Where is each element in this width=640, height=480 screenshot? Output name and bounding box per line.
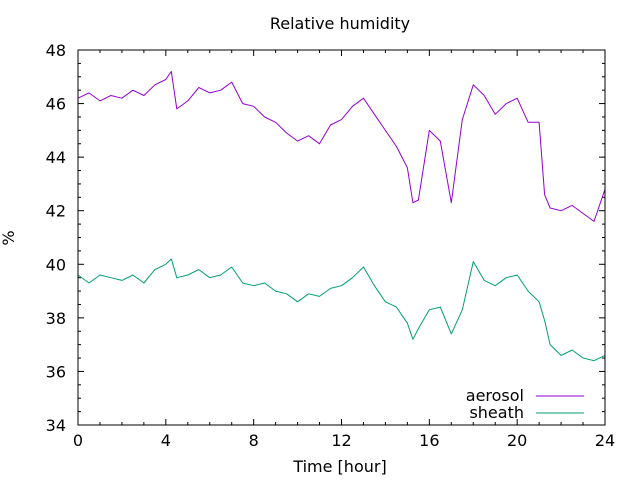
x-axis-label: Time [hour] bbox=[292, 457, 386, 476]
y-tick-label: 40 bbox=[46, 255, 66, 274]
x-tick-label: 16 bbox=[419, 431, 439, 450]
y-tick-label: 44 bbox=[46, 148, 66, 167]
y-tick-label: 38 bbox=[46, 309, 66, 328]
plot-frame bbox=[77, 49, 606, 426]
legend-label-aerosol: aerosol bbox=[466, 386, 524, 405]
y-axis-label: % bbox=[0, 230, 18, 245]
series-line-sheath bbox=[77, 258, 606, 362]
y-tick-label: 46 bbox=[46, 95, 66, 114]
y-tick-label: 42 bbox=[46, 202, 66, 221]
series-line-aerosol bbox=[77, 70, 606, 222]
x-tick-label: 4 bbox=[161, 431, 171, 450]
series-layer bbox=[77, 70, 606, 362]
y-tick-label: 34 bbox=[46, 416, 66, 435]
x-tick-label: 24 bbox=[595, 431, 615, 450]
x-tick-label: 20 bbox=[507, 431, 527, 450]
chart-title: Relative humidity bbox=[270, 14, 410, 33]
y-tick-label: 48 bbox=[46, 41, 66, 60]
x-tick-label: 8 bbox=[249, 431, 259, 450]
x-tick-label: 0 bbox=[73, 431, 83, 450]
x-tick-label: 12 bbox=[331, 431, 351, 450]
y-tick-label: 36 bbox=[46, 362, 66, 381]
legend-label-sheath: sheath bbox=[469, 403, 524, 422]
